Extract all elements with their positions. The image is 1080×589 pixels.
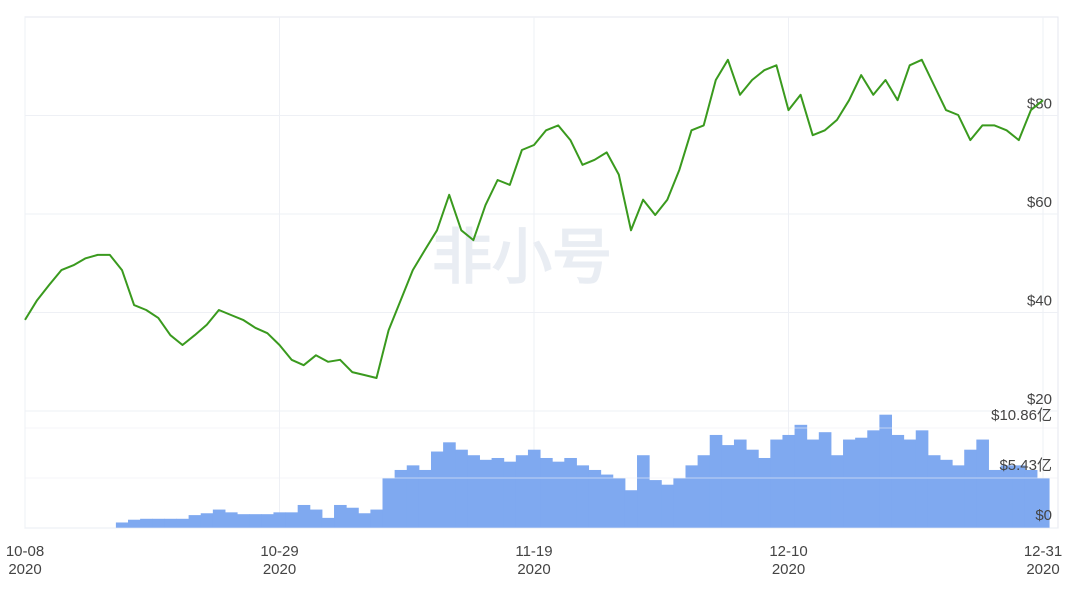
volume-bar [697, 455, 711, 528]
volume-bar [406, 465, 420, 528]
volume-bar [867, 430, 880, 528]
volume-bar [576, 465, 590, 528]
volume-bar [818, 432, 832, 528]
volume-bar [915, 430, 929, 528]
volume-bar [188, 515, 202, 528]
volume-bar [334, 504, 347, 528]
volume-bar [552, 461, 565, 528]
volume-bar [491, 457, 505, 528]
volume-bar [964, 449, 977, 528]
y-tick-label: $20 [1027, 391, 1052, 408]
volume-bar [164, 518, 177, 528]
volume-bar [709, 434, 723, 528]
volume-bar [1024, 469, 1038, 528]
volume-bar [297, 504, 311, 528]
volume-bar [176, 518, 190, 528]
x-tick-year: 2020 [772, 561, 805, 578]
volume-bar [115, 522, 129, 528]
volume-bar [927, 455, 941, 528]
price-line [24, 58, 1044, 379]
x-tick-label: 12-31 [1024, 543, 1062, 560]
volume-bar [624, 490, 638, 528]
y-tick-label: $60 [1027, 194, 1052, 211]
volume-bar [430, 451, 444, 528]
volume-bar [612, 478, 626, 528]
x-tick-year: 2020 [1026, 561, 1059, 578]
volume-bar [939, 459, 953, 528]
volume-bar [637, 455, 650, 528]
volume-bar [903, 439, 917, 528]
x-tick-year: 2020 [517, 561, 550, 578]
volume-bar [746, 449, 759, 528]
volume-bar [988, 469, 1002, 528]
volume-bar [249, 514, 262, 528]
volume-bar [261, 514, 274, 528]
x-tick-label: 10-29 [260, 543, 298, 560]
x-tick-year: 2020 [263, 561, 296, 578]
volume-bar [564, 457, 577, 528]
volume-bar [879, 414, 893, 528]
volume-bar [721, 445, 735, 528]
volume-bar [140, 518, 153, 528]
volume-bar [891, 434, 905, 528]
volume-bar [309, 509, 323, 528]
volume-bar [733, 439, 747, 528]
volume-bar [1000, 465, 1014, 528]
volume-bar [467, 455, 480, 528]
volume-bar [128, 519, 141, 528]
volume-bar [661, 484, 674, 528]
volume-bar [806, 439, 820, 528]
volume-bar [649, 480, 662, 528]
volume-bar [503, 461, 517, 528]
volume-bar [782, 434, 796, 528]
volume-bar [370, 509, 384, 528]
y2-tick-label: $10.86亿 [991, 407, 1052, 424]
y-tick-label: $40 [1027, 293, 1052, 310]
volume-bar [394, 469, 408, 528]
x-tick-label: 11-19 [515, 543, 552, 560]
volume-bar [843, 439, 856, 528]
volume-bar [1012, 465, 1026, 528]
volume-bar [237, 514, 250, 528]
x-tick-year: 2020 [8, 561, 41, 578]
x-tick-label: 10-08 [6, 543, 44, 560]
volume-bar [770, 439, 783, 528]
volume-bar [1036, 478, 1050, 528]
volume-bar [976, 439, 989, 528]
volume-bar [418, 469, 432, 528]
volume-bar [443, 442, 456, 528]
volume-bar [346, 507, 359, 528]
volume-bar [152, 518, 165, 528]
y2-tick-label: $5.43亿 [999, 457, 1052, 474]
volume-bar [952, 465, 965, 528]
volume-bar [600, 474, 614, 528]
volume-bar [212, 509, 226, 528]
y2-tick-label: $0 [1035, 507, 1052, 524]
volume-bar [673, 478, 686, 528]
volume-bar [479, 459, 493, 528]
volume-bar [273, 512, 287, 528]
volume-bar [685, 465, 699, 528]
volume-bar [830, 455, 844, 528]
volume-bar [200, 513, 214, 528]
volume-bar [382, 478, 396, 528]
x-tick-label: 12-10 [769, 543, 807, 560]
volume-bar [455, 449, 468, 528]
volume-bar [358, 513, 371, 528]
volume-bar [855, 437, 868, 528]
volume-bar [794, 424, 808, 528]
volume-bar [527, 449, 541, 528]
volume-bar [540, 457, 553, 528]
volume-bar [321, 517, 335, 528]
volume-bar [224, 512, 238, 528]
watermark: 非小号 [432, 224, 612, 291]
volume-bar [588, 469, 602, 528]
volume-bar [515, 455, 529, 528]
volume-bar [285, 512, 299, 528]
volume-bar [758, 457, 771, 528]
